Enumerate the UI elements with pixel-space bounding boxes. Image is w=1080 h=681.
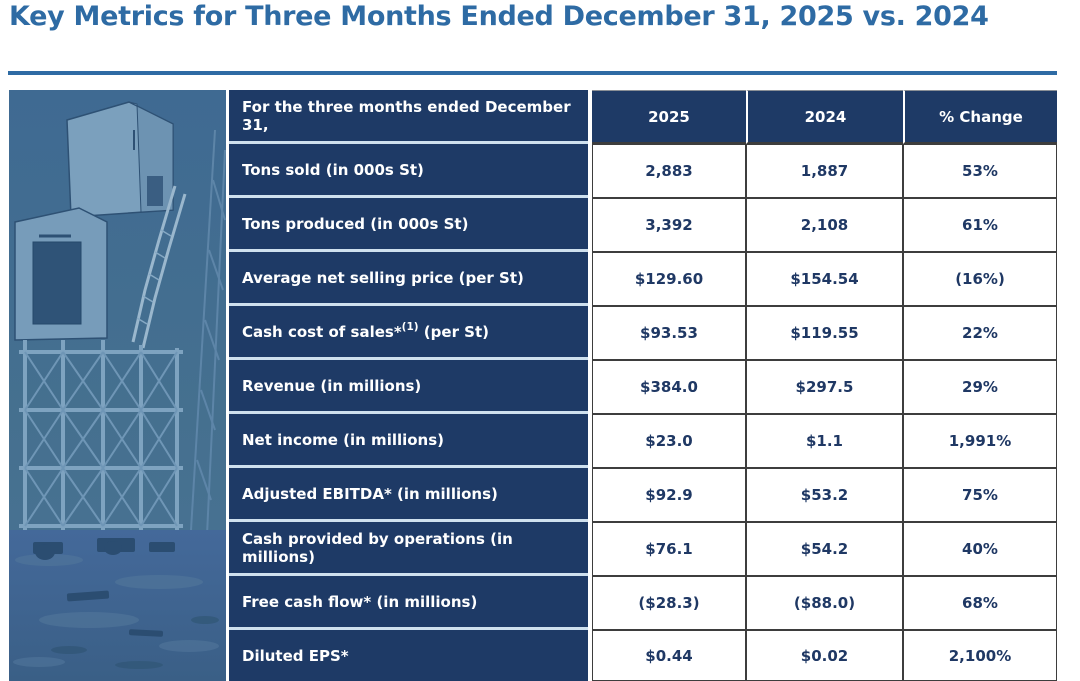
row-label-text: Tons produced (in 000s St) <box>242 214 469 233</box>
row-label-cash-cost-of-sales: Cash cost of sales* (1) (per St) <box>229 306 588 360</box>
cell-change: 29% <box>903 360 1057 414</box>
cell-2025: $384.0 <box>592 360 746 414</box>
row-label-revenue: Revenue (in millions) <box>229 360 588 414</box>
cell-2024: ($88.0) <box>746 576 903 630</box>
row-label-free-cash-flow: Free cash flow* (in millions) <box>229 576 588 630</box>
cell-2024: $154.54 <box>746 252 903 306</box>
cell-change: 2,100% <box>903 630 1057 681</box>
table-header-period: For the three months ended December 31, <box>229 90 588 144</box>
cell-change: (16%) <box>903 252 1057 306</box>
row-label-text: Cash provided by operations (in millions… <box>242 529 513 566</box>
title-divider-rule <box>8 71 1057 75</box>
cell-2025: 3,392 <box>592 198 746 252</box>
row-label-text: Free cash flow* (in millions) <box>242 592 478 611</box>
cell-2024: $54.2 <box>746 522 903 576</box>
row-label-text: Diluted EPS* <box>242 646 349 665</box>
cell-2025: ($28.3) <box>592 576 746 630</box>
cell-2025: $92.9 <box>592 468 746 522</box>
mine-headframe-photo <box>9 90 226 681</box>
row-label-diluted-eps: Diluted EPS* <box>229 630 588 681</box>
cell-change: 75% <box>903 468 1057 522</box>
row-label-adjusted-ebitda: Adjusted EBITDA* (in millions) <box>229 468 588 522</box>
row-label-suffix: (per St) <box>418 322 490 341</box>
cell-2024: $1.1 <box>746 414 903 468</box>
row-label-cash-from-operations: Cash provided by operations (in millions… <box>229 522 588 576</box>
mine-headframe-illustration <box>9 90 226 681</box>
cell-2024: $119.55 <box>746 306 903 360</box>
row-label-text: Tons sold (in 000s St) <box>242 160 424 179</box>
cell-change: 61% <box>903 198 1057 252</box>
row-label-text: Cash cost of sales* <box>242 322 402 341</box>
cell-2025: $0.44 <box>592 630 746 681</box>
cell-2024: 1,887 <box>746 144 903 198</box>
row-label-text: Net income (in millions) <box>242 430 445 449</box>
row-label-text: Average net selling price (per St) <box>242 268 524 287</box>
row-label-avg-net-selling-price: Average net selling price (per St) <box>229 252 588 306</box>
cell-2025: $93.53 <box>592 306 746 360</box>
row-label-text: Adjusted EBITDA* (in millions) <box>242 484 498 503</box>
cell-2024: 2,108 <box>746 198 903 252</box>
table-header-2024: 2024 <box>746 90 903 144</box>
cell-2024: $53.2 <box>746 468 903 522</box>
row-label-net-income: Net income (in millions) <box>229 414 588 468</box>
page-title: Key Metrics for Three Months Ended Decem… <box>9 1 989 32</box>
key-metrics-table: For the three months ended December 31, … <box>229 90 1057 681</box>
cell-2025: $76.1 <box>592 522 746 576</box>
row-label-tons-produced: Tons produced (in 000s St) <box>229 198 588 252</box>
table-header-change: % Change <box>903 90 1057 144</box>
cell-change: 1,991% <box>903 414 1057 468</box>
cell-2025: $23.0 <box>592 414 746 468</box>
footnote-superscript: (1) <box>401 320 419 333</box>
cell-change: 40% <box>903 522 1057 576</box>
cell-change: 53% <box>903 144 1057 198</box>
row-label-tons-sold: Tons sold (in 000s St) <box>229 144 588 198</box>
table-header-2025: 2025 <box>592 90 746 144</box>
cell-2024: $297.5 <box>746 360 903 414</box>
cell-2024: $0.02 <box>746 630 903 681</box>
row-label-text: Revenue (in millions) <box>242 376 422 395</box>
cell-change: 22% <box>903 306 1057 360</box>
cell-change: 68% <box>903 576 1057 630</box>
cell-2025: $129.60 <box>592 252 746 306</box>
cell-2025: 2,883 <box>592 144 746 198</box>
